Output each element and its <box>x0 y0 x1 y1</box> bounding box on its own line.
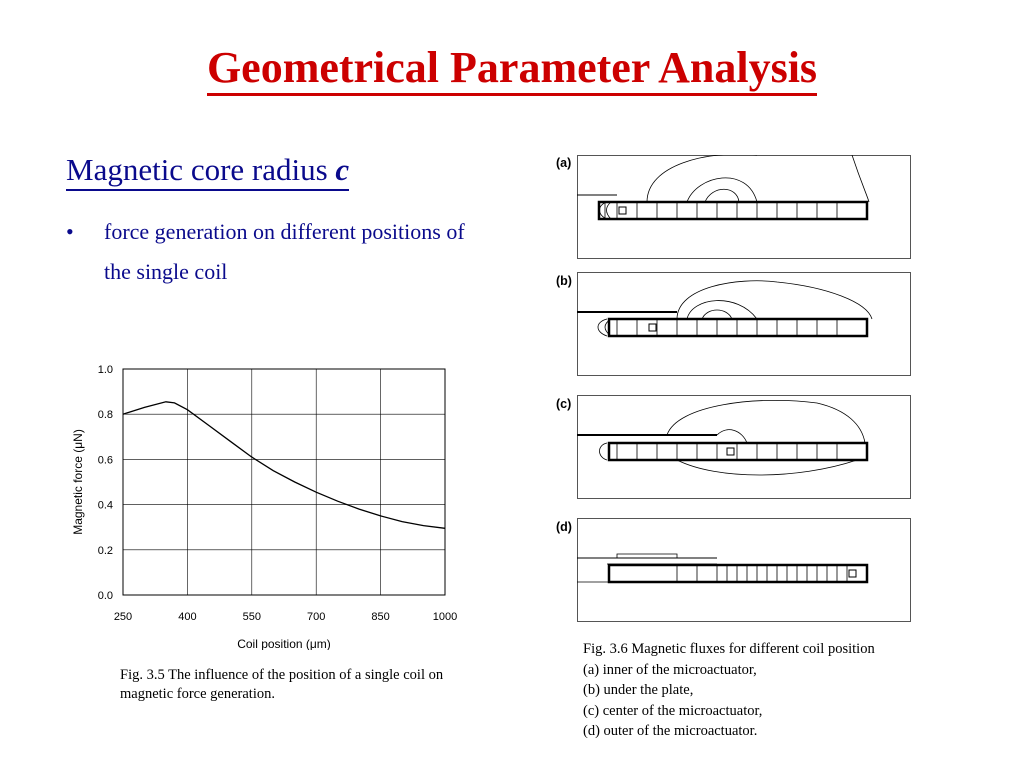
section-heading: Magnetic core radius c <box>66 152 350 191</box>
flux-line <box>686 300 758 320</box>
force-position-chart: 0.0 0.2 0.4 0.6 0.8 1.0 250 400 550 700 850 1000 M… <box>71 364 457 650</box>
panel-frame <box>577 272 911 376</box>
flux-line <box>666 399 866 444</box>
flux-panel-a <box>577 155 911 259</box>
y-axis-label: Magnetic force (μN) <box>71 429 85 535</box>
flux-loops <box>599 201 612 220</box>
y-tick-labels: 0.0 0.2 0.4 0.6 0.8 1.0 <box>98 364 113 602</box>
flux-line <box>646 155 757 203</box>
actuator-body <box>597 200 869 221</box>
flux-line <box>701 309 733 320</box>
bullet-text: force generation on different positions … <box>104 219 465 284</box>
x-tick-label: 850 <box>371 611 389 623</box>
panel-label-c: (c) <box>556 397 572 411</box>
figure-caption-right: Fig. 3.6 Magnetic fluxes for different c… <box>583 639 963 742</box>
panel-label-a: (a) <box>556 156 572 170</box>
y-tick-label: 0.0 <box>98 590 113 602</box>
figure-caption-left: Fig. 3.5 The influence of the position o… <box>120 667 444 702</box>
y-tick-label: 0.6 <box>98 454 113 466</box>
coil-marker <box>618 206 627 215</box>
flux-ticks <box>616 443 838 460</box>
x-tick-labels: 250 400 550 700 850 1000 <box>114 611 457 623</box>
y-tick-label: 0.2 <box>98 545 113 557</box>
flux-line <box>716 429 748 444</box>
caption-line: Fig. 3.6 Magnetic fluxes for different c… <box>583 641 875 657</box>
slide-title-text: Geometrical Parameter Analysis <box>206 43 818 96</box>
bullet-dot: • <box>66 219 74 244</box>
panel-frame <box>577 518 911 622</box>
actuator-body <box>607 441 869 462</box>
flux-line <box>704 188 740 203</box>
flux-loops <box>597 318 612 337</box>
flux-line <box>686 177 758 203</box>
y-tick-label: 0.4 <box>98 500 113 512</box>
coil-marker <box>848 569 857 578</box>
flux-panel-b <box>577 272 911 376</box>
caption-line: (c) center of the microactuator, <box>583 702 763 719</box>
x-axis-label: Coil position (μm) <box>237 637 331 650</box>
caption-line: (d) outer of the microactuator. <box>583 723 758 739</box>
flux-panel-d <box>577 518 911 622</box>
bullet-item: • force generation on different position… <box>66 212 466 292</box>
flux-line <box>676 459 858 476</box>
x-tick-label: 250 <box>114 611 132 623</box>
plot-frame <box>122 368 446 596</box>
panel-label-d: (d) <box>556 520 572 534</box>
heading-variable: c <box>335 152 350 187</box>
actuator-body <box>607 563 869 584</box>
flux-ticks <box>616 319 838 336</box>
flux-loops <box>599 442 608 461</box>
caption-line: (b) under the plate, <box>583 682 694 698</box>
coil-marker <box>648 323 657 332</box>
flux-ticks <box>676 565 848 582</box>
x-tick-label: 400 <box>178 611 196 623</box>
panel-frame <box>577 395 911 499</box>
plate-edge <box>607 553 717 565</box>
flux-panel-c <box>577 395 911 499</box>
x-tick-label: 700 <box>307 611 325 623</box>
flux-ticks <box>604 202 838 219</box>
panel-label-b: (b) <box>556 274 572 288</box>
flux-line <box>851 155 870 203</box>
y-tick-label: 0.8 <box>98 409 113 421</box>
heading-main-text: Magnetic core radius <box>66 152 336 187</box>
x-tick-label: 1000 <box>433 611 457 623</box>
caption-line: (a) inner of the microactuator, <box>583 661 757 678</box>
actuator-body <box>607 317 869 338</box>
force-curve <box>122 401 446 529</box>
slide-title: Geometrical Parameter Analysis <box>0 43 1024 96</box>
y-tick-label: 1.0 <box>98 364 113 376</box>
panel-frame <box>577 155 911 259</box>
x-tick-label: 550 <box>243 611 261 623</box>
coil-marker <box>726 447 735 456</box>
section-heading-underline: Magnetic core radius c <box>66 152 350 191</box>
flux-line <box>676 280 873 320</box>
